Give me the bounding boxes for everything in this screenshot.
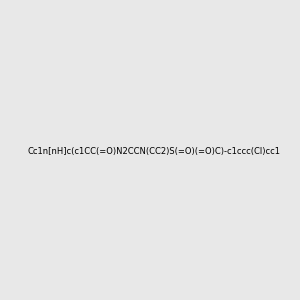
Text: Cc1n[nH]c(c1CC(=O)N2CCN(CC2)S(=O)(=O)C)-c1ccc(Cl)cc1: Cc1n[nH]c(c1CC(=O)N2CCN(CC2)S(=O)(=O)C)-… [27,147,280,156]
